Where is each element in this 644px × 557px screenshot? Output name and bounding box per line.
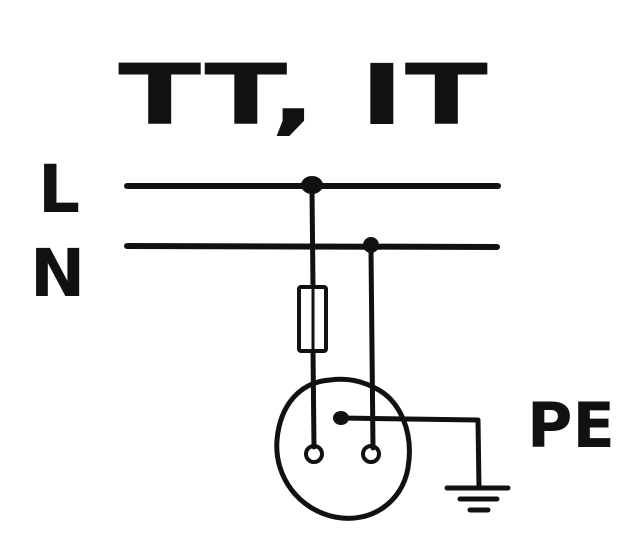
label-pe: PE bbox=[527, 389, 615, 462]
label-line: L bbox=[38, 151, 80, 228]
diagram-title: TT, IT bbox=[118, 46, 488, 144]
ground-icon bbox=[447, 488, 508, 510]
fuse-to-socket-wire bbox=[313, 351, 314, 447]
socket-outline bbox=[277, 379, 410, 518]
line-drop-wire bbox=[312, 190, 313, 287]
label-neutral: N bbox=[30, 235, 85, 312]
